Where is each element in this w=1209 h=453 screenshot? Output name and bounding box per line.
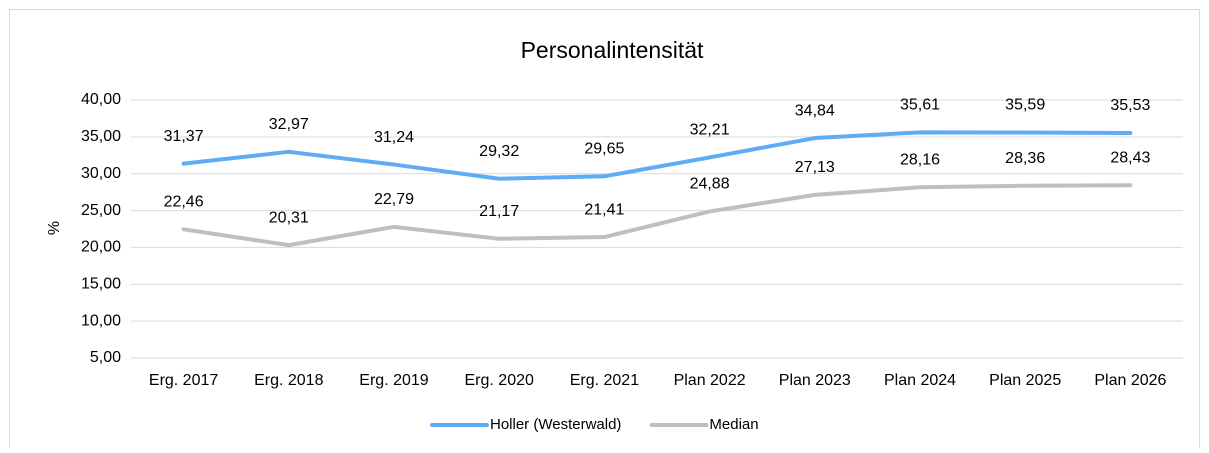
x-tick-label: Erg. 2017 xyxy=(149,372,218,389)
x-tick-label: Plan 2024 xyxy=(884,372,956,389)
data-label: 22,46 xyxy=(164,194,204,211)
data-label: 29,65 xyxy=(584,141,624,158)
x-tick-label: Plan 2023 xyxy=(779,372,851,389)
x-tick-label: Plan 2022 xyxy=(674,372,746,389)
x-tick-label: Erg. 2019 xyxy=(359,372,428,389)
data-label: 34,84 xyxy=(795,102,835,119)
legend-label: Median xyxy=(709,416,758,433)
x-tick-label: Erg. 2018 xyxy=(254,372,323,389)
data-label: 22,79 xyxy=(374,191,414,208)
data-label: 21,41 xyxy=(584,201,624,218)
y-tick-label: 35,00 xyxy=(81,128,121,145)
chart-title: Personalintensität xyxy=(521,37,704,63)
x-tick-label: Erg. 2021 xyxy=(570,372,639,389)
data-label: 28,36 xyxy=(1005,150,1045,167)
y-tick-label: 20,00 xyxy=(81,239,121,256)
data-label: 28,16 xyxy=(900,151,940,168)
data-label: 24,88 xyxy=(690,176,730,193)
x-tick-label: Erg. 2020 xyxy=(465,372,534,389)
data-label: 32,97 xyxy=(269,116,309,133)
data-label: 31,37 xyxy=(164,128,204,145)
y-tick-label: 5,00 xyxy=(90,349,121,366)
data-label: 35,61 xyxy=(900,97,940,114)
data-label: 27,13 xyxy=(795,159,835,176)
legend-label: Holler (Westerwald) xyxy=(490,416,621,433)
data-label: 35,59 xyxy=(1005,97,1045,114)
y-tick-label: 40,00 xyxy=(81,91,121,108)
series-line xyxy=(181,183,1133,248)
series-line xyxy=(181,130,1133,181)
y-axis-label: % xyxy=(46,221,63,235)
data-label: 35,53 xyxy=(1110,97,1150,114)
data-label: 28,43 xyxy=(1110,150,1150,167)
data-label: 21,17 xyxy=(479,203,519,220)
x-tick-label: Plan 2026 xyxy=(1094,372,1166,389)
data-label: 20,31 xyxy=(269,209,309,226)
y-tick-label: 30,00 xyxy=(81,165,121,182)
data-label: 31,24 xyxy=(374,129,414,146)
x-tick-label: Plan 2025 xyxy=(989,372,1061,389)
y-tick-label: 15,00 xyxy=(81,276,121,293)
data-label: 29,32 xyxy=(479,143,519,160)
y-tick-label: 10,00 xyxy=(81,312,121,329)
data-label: 32,21 xyxy=(690,122,730,139)
chart-border xyxy=(9,9,1200,450)
y-tick-label: 25,00 xyxy=(81,202,121,219)
